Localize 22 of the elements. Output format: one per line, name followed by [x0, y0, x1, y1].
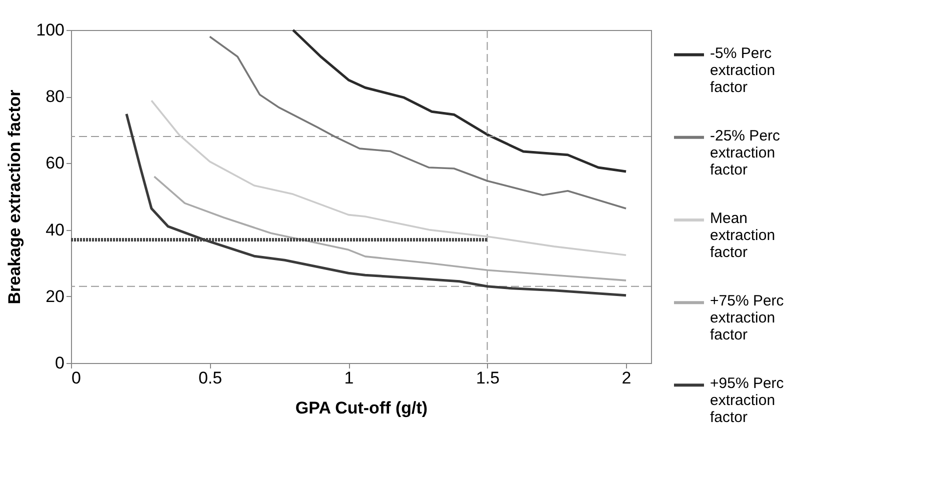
- legend-label: -25% Perc extraction factor: [710, 127, 781, 178]
- legend-label: Mean extraction factor: [710, 210, 776, 261]
- legend-label: +75% Perc extraction factor: [710, 292, 784, 344]
- x-axis-title: GPA Cut-off (g/t): [295, 398, 428, 418]
- x-tick-label: 1.5: [476, 368, 500, 388]
- y-tick-label: 60: [46, 154, 64, 173]
- line-series: [150, 100, 627, 256]
- x-tick-label: 2: [622, 368, 632, 388]
- x-tick-label: 0: [72, 368, 81, 388]
- y-tick-label: 20: [46, 286, 64, 306]
- line-series: [153, 176, 627, 282]
- legend-label: +95% Perc extraction factor: [710, 375, 784, 426]
- line-series: [208, 36, 627, 210]
- line-series: [292, 28, 628, 173]
- y-tick-label: 40: [46, 220, 64, 240]
- x-tick-label: 1: [344, 368, 354, 388]
- x-tick-label: 0.5: [198, 368, 222, 388]
- y-tick-label: 0: [55, 354, 64, 372]
- legend-label: -5% Perc extraction factor: [710, 44, 776, 96]
- y-axis-title: Breakage extraction factor: [5, 89, 24, 304]
- y-tick-label: 100: [36, 20, 64, 40]
- y-tick-label: 80: [46, 87, 64, 106]
